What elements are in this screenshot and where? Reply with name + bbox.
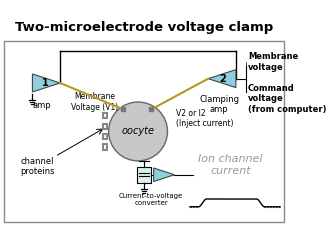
Polygon shape (32, 74, 60, 92)
Polygon shape (208, 70, 236, 88)
Text: Membrane
Voltage (V1): Membrane Voltage (V1) (71, 93, 118, 112)
Text: channel
proteins: channel proteins (20, 156, 55, 176)
Text: Two-microelectrode voltage clamp: Two-microelectrode voltage clamp (15, 21, 273, 34)
Polygon shape (154, 168, 175, 182)
Bar (137, 167, 151, 182)
Text: Current-to-voltage
converter: Current-to-voltage converter (119, 193, 183, 206)
Circle shape (109, 102, 168, 161)
Text: Membrane
voltage: Membrane voltage (248, 52, 298, 72)
Text: Clamping
amp: Clamping amp (199, 95, 239, 114)
Text: oocyte: oocyte (121, 126, 154, 137)
Bar (4, 41, 284, 222)
Text: amp: amp (33, 101, 51, 110)
Text: 1: 1 (42, 78, 49, 88)
Text: Command
voltage
(from computer): Command voltage (from computer) (248, 84, 326, 114)
Text: Ion channel
current: Ion channel current (198, 154, 263, 176)
Text: V2 or I2
(Inject current): V2 or I2 (Inject current) (176, 109, 234, 128)
Text: 2: 2 (219, 74, 226, 84)
